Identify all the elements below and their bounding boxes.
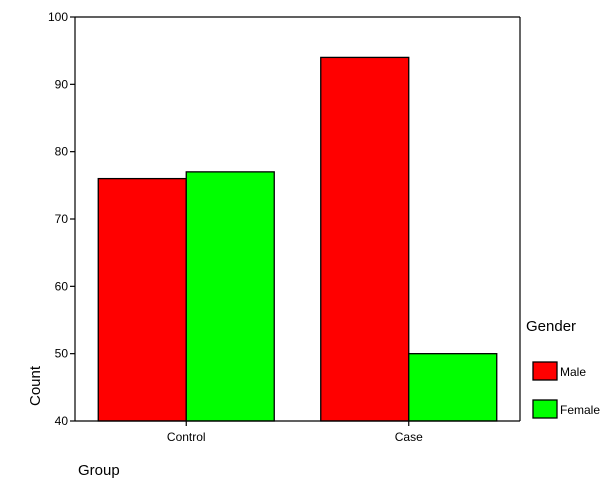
legend-label-female: Female xyxy=(560,403,600,417)
bar-female-control xyxy=(185,171,275,422)
x-axis-ticks: Control Case xyxy=(167,421,423,444)
x-tick-label: Control xyxy=(167,430,206,444)
legend-title: Gender xyxy=(526,318,576,335)
legend-swatch-male xyxy=(532,361,558,381)
y-axis-title: Count xyxy=(27,365,44,406)
bar-female-case xyxy=(408,353,498,422)
y-tick-label: 70 xyxy=(55,212,69,226)
y-tick-label: 40 xyxy=(55,414,69,428)
bar-male-control xyxy=(97,177,187,422)
bars-group xyxy=(97,56,498,422)
legend-label-male: Male xyxy=(560,365,586,379)
y-tick-label: 80 xyxy=(55,145,69,159)
legend: Gender Male Female xyxy=(526,318,600,419)
y-tick-label: 90 xyxy=(55,77,69,91)
bar-male-case xyxy=(320,56,410,422)
x-tick-label: Case xyxy=(395,430,423,444)
y-tick-label: 60 xyxy=(55,279,69,293)
y-axis-ticks: 40 50 60 70 80 90 100 xyxy=(48,10,75,428)
y-tick-label: 50 xyxy=(55,347,69,361)
y-tick-label: 100 xyxy=(48,10,68,24)
x-axis-title: Group xyxy=(78,462,120,479)
legend-swatch-female xyxy=(532,399,558,419)
